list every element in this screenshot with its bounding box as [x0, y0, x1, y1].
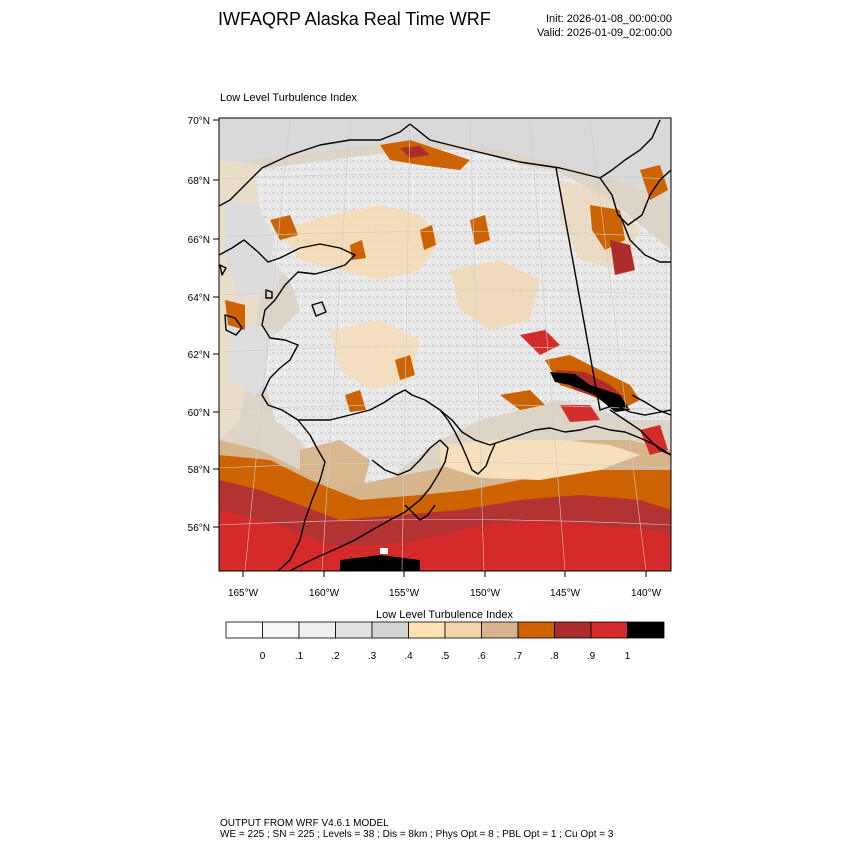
colorbar-title: Low Level Turbulence Index: [376, 609, 513, 621]
colorbar-tick-label: .1: [295, 651, 304, 662]
border-line: [555, 167, 671, 416]
colorbar-tick-label: .5: [441, 651, 450, 662]
footer-model-line: OUTPUT FROM WRF V4.6.1 MODEL: [220, 818, 389, 829]
turbulence-field: [219, 118, 671, 571]
colorbar-tick-label: .4: [404, 651, 413, 662]
lat-label: 58°N: [188, 465, 210, 476]
colorbar-swatch: [262, 621, 300, 639]
lat-label: 70°N: [188, 116, 210, 127]
footer-config-line: WE = 225 ; SN = 225 ; Levels = 38 ; Dis …: [220, 829, 614, 840]
lon-labels: 165°W 160°W 155°W 150°W 145°W 140°W: [228, 588, 662, 599]
lon-label: 165°W: [228, 588, 259, 599]
colorbar-tick-label: .7: [514, 651, 523, 662]
colorbar-swatch: [335, 621, 373, 639]
graticule: [219, 118, 671, 571]
valid-time: Valid: 2026-01-09_02:00:00: [537, 27, 672, 39]
lat-label: 68°N: [188, 176, 210, 187]
colorbar-swatch: [481, 621, 519, 639]
colorbar-tick-label: 0: [260, 651, 266, 662]
lat-label: 60°N: [188, 408, 210, 419]
colorbar-tick-label: 1: [625, 651, 631, 662]
lon-label: 160°W: [309, 588, 340, 599]
colorbar-tick-label: .3: [368, 651, 377, 662]
colorbar-tick-label: .6: [477, 651, 486, 662]
colorbar-swatch: [371, 621, 409, 639]
colorbar-swatch: [517, 621, 555, 639]
lat-labels: 70°N 68°N 66°N 64°N 62°N 60°N 58°N 56°N: [188, 116, 210, 534]
colorbar: [225, 621, 665, 639]
colorbar-tick-label: .8: [550, 651, 559, 662]
lat-label: 56°N: [188, 523, 210, 534]
lon-label: 145°W: [550, 588, 581, 599]
colorbar-labels: 0 .1 .2 .3 .4 .5 .6 .7 .8 .9 1: [260, 651, 631, 662]
map-frame: [218, 117, 672, 572]
init-time: Init: 2026-01-08_00:00:00: [546, 13, 672, 25]
colorbar-swatch: [444, 621, 482, 639]
lon-label: 155°W: [389, 588, 420, 599]
lon-ticks: [242, 571, 647, 577]
lat-label: 62°N: [188, 350, 210, 361]
colorbar-swatch: [298, 621, 336, 639]
lat-ticks: [213, 119, 219, 528]
lon-label: 140°W: [631, 588, 662, 599]
colorbar-swatch: [590, 621, 628, 639]
panel-title: Low Level Turbulence Index: [220, 92, 357, 104]
colorbar-tick-label: .9: [587, 651, 596, 662]
lat-label: 66°N: [188, 235, 210, 246]
colorbar-swatch: [627, 621, 665, 639]
lon-label: 150°W: [470, 588, 501, 599]
colorbar-swatch: [408, 621, 446, 639]
colorbar-tick-label: .2: [331, 651, 340, 662]
colorbar-swatch: [225, 621, 263, 639]
main-title: IWFAQRP Alaska Real Time WRF: [218, 9, 491, 29]
colorbar-swatch: [554, 621, 592, 639]
lat-label: 64°N: [188, 293, 210, 304]
coastline: [219, 119, 671, 571]
